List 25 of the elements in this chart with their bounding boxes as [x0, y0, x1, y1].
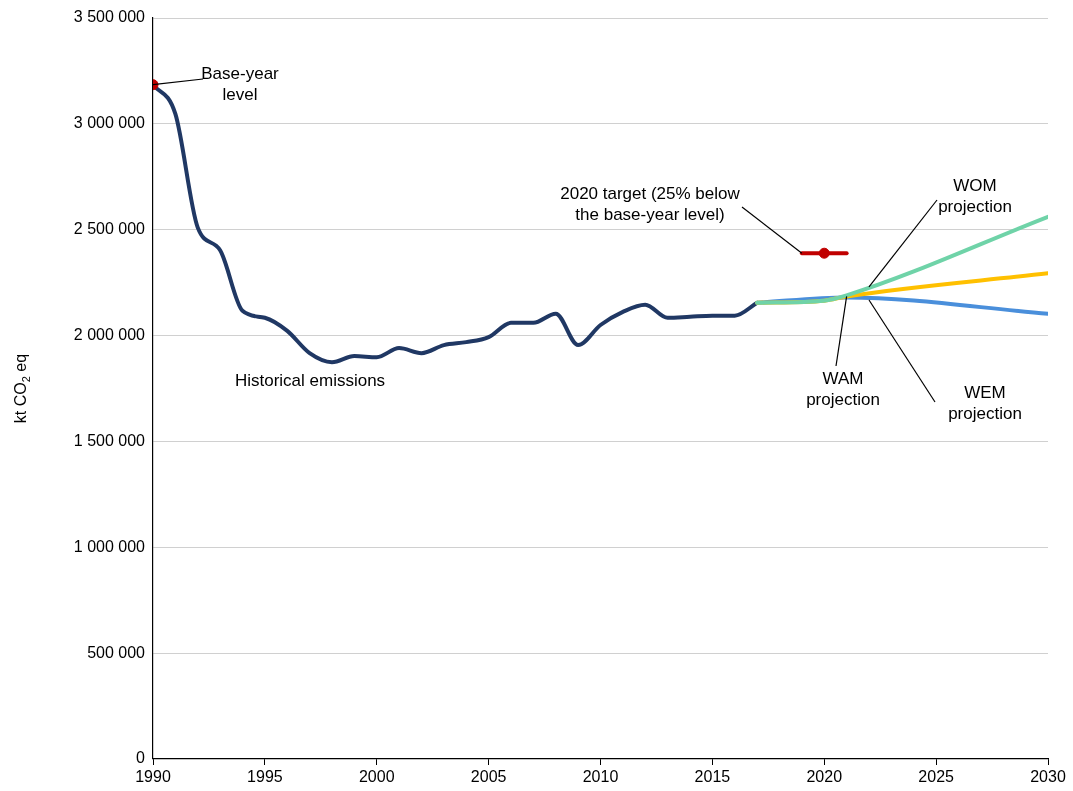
y-tick-label: 0 [136, 749, 146, 767]
annotation: WAM projection [806, 369, 880, 410]
y-tick-label: 1 500 000 [73, 431, 146, 449]
x-tick-label: 2015 [694, 768, 731, 786]
annotation: Historical emissions [234, 370, 386, 390]
x-tick-label: 2030 [1030, 768, 1066, 786]
y-tick-label: 2 000 000 [73, 325, 146, 343]
y-tick-label: 3 500 000 [73, 8, 146, 26]
x-tick-label: 1995 [247, 768, 283, 786]
y-tick-label: 2 500 000 [73, 220, 146, 238]
x-tick-label: 2000 [358, 768, 395, 786]
y-tick-label: 500 000 [87, 643, 146, 661]
y-tick-label: 1 000 000 [73, 537, 146, 555]
annotation: WEM projection [948, 383, 1022, 424]
y-tick-label: 3 000 000 [73, 114, 146, 132]
x-tick-label: 2020 [806, 768, 843, 786]
y-axis-title: kt CO2 eq [12, 353, 33, 424]
line-series [755, 214, 1048, 305]
x-tick-label: 2025 [918, 768, 955, 786]
x-tick-label: 2010 [582, 768, 619, 786]
annotation: WOM projection [938, 176, 1012, 217]
x-tick-label: 1990 [135, 768, 171, 786]
annotation: 2020 target (25% below the base-year level) [560, 184, 741, 225]
annotation: Base-year level [201, 64, 280, 105]
x-tick-label: 2005 [470, 768, 507, 786]
